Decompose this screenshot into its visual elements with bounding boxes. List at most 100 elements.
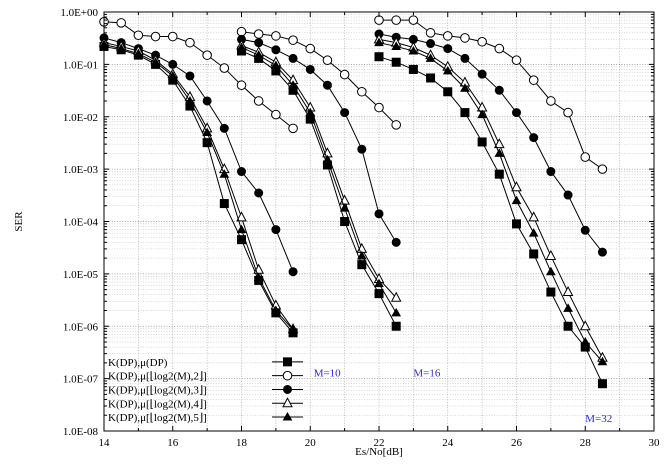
legend-label: K(DP),μ[⌊log2(M),3⌋] [108,384,207,396]
data-point [357,260,367,270]
data-point [271,45,281,55]
data-point [443,44,453,54]
data-point [529,133,539,143]
y-tick-label: 1.0E-07 [63,374,99,386]
data-point [357,86,367,97]
data-point [357,144,367,154]
data-point [597,356,608,366]
data-point [580,152,591,162]
data-point [322,80,332,90]
data-point [288,35,298,45]
annotation-label: M=32 [585,413,612,425]
data-point [597,379,607,389]
data-point [563,190,573,200]
data-point [305,107,316,117]
data-point [460,33,470,43]
data-point [253,50,264,59]
data-point [391,120,401,130]
data-point [202,127,212,137]
plot-border [103,11,655,432]
tick-labels: 14 16 18 20 22 24 26 28 30 1.0E+00 1.0E-01 1.0E-02 1… [60,7,660,449]
data-point [271,109,281,120]
series-4-line-1 [103,42,294,330]
series-layer [98,15,608,389]
data-point [237,167,246,177]
data-point [597,164,608,174]
series-3-line-2 [241,38,397,243]
data-point [288,324,298,334]
annotation-label: M=16 [413,367,440,379]
data-point [562,285,574,297]
legend-label: K(DP),μ(DP) [108,357,168,369]
data-point [271,225,281,235]
data-point [374,52,384,62]
data-point [494,148,505,157]
data-point [408,64,418,74]
data-point [493,138,505,149]
x-tick-label: 30 [649,437,661,449]
data-point [391,307,402,317]
data-point [288,53,298,63]
legend-marker [283,357,292,367]
y-tick-label: 1.0E-05 [63,269,99,281]
annotations: M=10 M=16 M=32 [314,367,613,424]
data-point [236,26,247,37]
series-3 [99,29,607,277]
data-point [442,31,453,41]
data-point [391,237,401,247]
data-point [271,60,281,70]
data-point [236,80,247,91]
legend-label: K(DP),μ[⌊log2(M),5⌋] [108,412,207,424]
data-point [408,15,419,25]
data-point [254,188,264,198]
data-point [512,219,521,229]
x-axis-label: Es/No[dB] [355,446,403,458]
data-point [339,69,350,80]
data-point [236,211,247,222]
data-point [185,95,195,105]
series-2 [99,15,608,174]
data-point [167,31,178,42]
data-point [374,37,384,47]
legend-label: K(DP),μ[⌊log2(M),4⌋] [108,398,207,410]
data-point [408,45,419,55]
data-point [425,53,436,62]
y-tick-label: 1.0E+00 [60,7,98,19]
data-point [528,228,539,237]
data-point [511,195,522,205]
data-point [185,71,195,81]
data-point [133,30,144,41]
data-point [219,63,230,73]
data-point [579,320,591,331]
data-point [288,80,298,89]
data-point [528,75,539,85]
x-tick-label: 28 [580,437,592,449]
data-point [426,39,436,49]
data-point [563,107,573,118]
data-point [494,169,504,179]
y-tick-label: 1.0E-06 [63,321,99,333]
data-point [236,224,247,234]
data-point [494,43,505,54]
data-point [477,137,487,147]
data-point [116,43,127,53]
legend-marker [282,397,293,408]
data-point [563,321,573,331]
series-5-line-2 [241,47,397,314]
y-tick-label: 1.0E-08 [63,426,99,438]
data-point [236,42,247,51]
data-point [460,53,470,63]
y-axis-label: SER [13,211,25,232]
data-point [374,15,384,25]
data-point [580,337,591,346]
data-point [340,217,350,226]
data-point [202,96,212,106]
x-tick-label: 26 [511,437,523,449]
grid [104,12,654,431]
data-point [528,211,540,222]
series-2-line-2 [241,31,397,126]
data-point [460,83,470,92]
data-point [340,108,350,118]
